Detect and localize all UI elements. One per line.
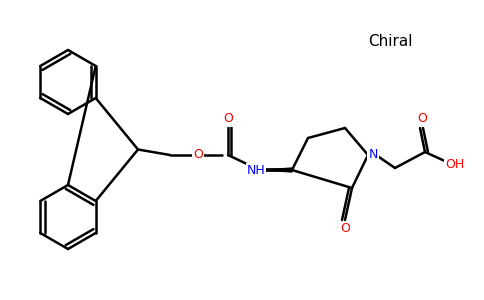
Text: OH: OH — [445, 158, 465, 172]
Text: NH: NH — [247, 164, 265, 176]
Text: O: O — [193, 148, 203, 161]
Polygon shape — [265, 168, 292, 172]
Text: N: N — [368, 148, 378, 161]
Text: O: O — [340, 223, 350, 236]
Text: O: O — [223, 112, 233, 125]
Text: Chiral: Chiral — [368, 34, 412, 50]
Text: O: O — [417, 112, 427, 125]
